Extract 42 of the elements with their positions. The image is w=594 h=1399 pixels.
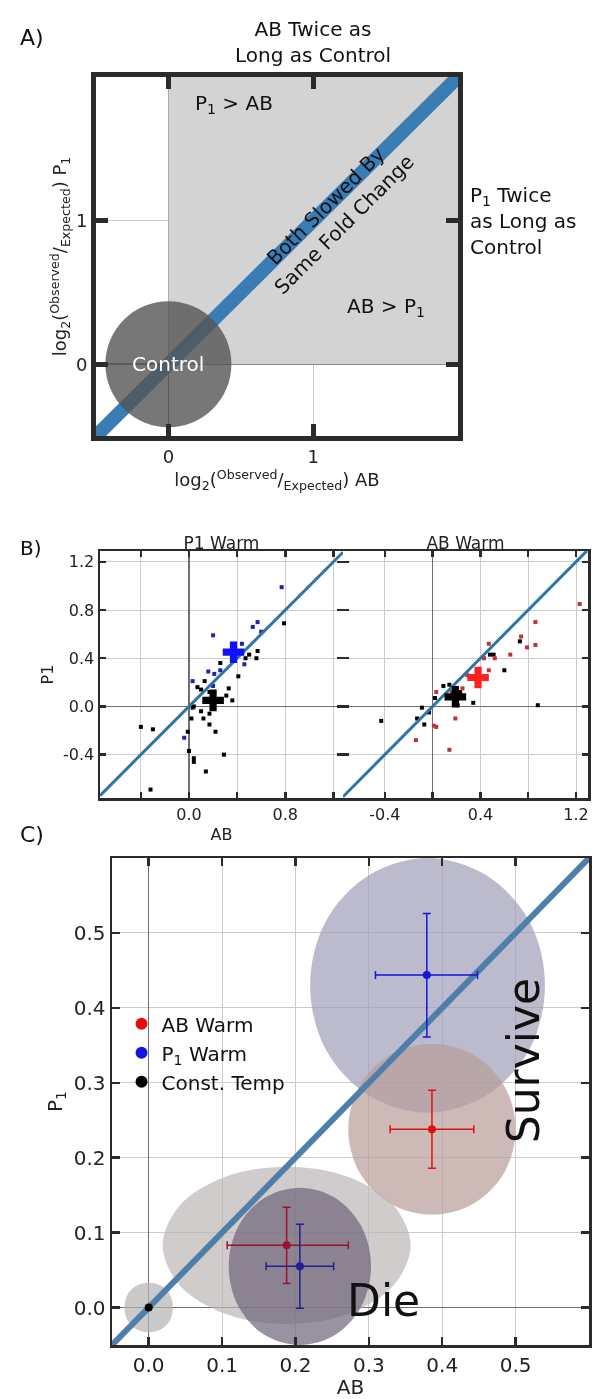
x-tick-label: 0.0	[176, 804, 202, 824]
text: P$_{1}$ Twice as Long as Control	[470, 183, 577, 259]
text: B)	[20, 536, 42, 560]
y-tick-label: 0.8	[68, 600, 95, 620]
x-tick-label: 1.2	[563, 804, 589, 824]
y-tick-label: -0.4	[63, 745, 95, 765]
chart-title: AB Warm	[426, 533, 505, 553]
x-tick-label: 0.8	[272, 804, 298, 824]
x-tick-label: -0.4	[369, 804, 401, 824]
annotation: AB > P$_{1}$	[347, 294, 425, 321]
x-tick-label: 0.4	[426, 1352, 459, 1377]
y-tick-label: 0.5	[73, 920, 106, 945]
annotation: P$_{1}$ > AB	[195, 91, 273, 118]
chart-title: P1 Warm	[183, 533, 260, 553]
annotation: Survive	[497, 977, 549, 1144]
y-tick-label: 0.4	[73, 995, 106, 1020]
x-tick-label: 0.5	[499, 1352, 532, 1377]
y-tick-label: 0.4	[68, 648, 95, 668]
x-axis-title: AB	[210, 824, 233, 844]
legend-label: AB Warm	[161, 1012, 254, 1037]
y-tick-label: 1.2	[68, 552, 95, 572]
y-tick-label: 0.0	[73, 1295, 106, 1320]
y-tick-label: 0.0	[68, 697, 95, 717]
legend-label: P$_{1}$ Warm	[161, 1041, 247, 1068]
x-axis-title: AB	[336, 1375, 365, 1399]
x-tick-label: 0.3	[352, 1352, 385, 1377]
x-tick-label: 0.4	[467, 804, 494, 824]
y-tick-label: 0.3	[73, 1070, 106, 1095]
x-tick-label: 0.0	[132, 1352, 165, 1377]
y-axis-title: P1	[37, 664, 57, 685]
x-tick-label: 0.1	[206, 1352, 238, 1377]
y-tick-label: 0.2	[73, 1145, 106, 1170]
legend-label: Const. Temp	[161, 1070, 285, 1095]
text: C)	[20, 822, 44, 847]
text: AB Twice as Long as Control	[235, 17, 392, 67]
text: A)	[20, 25, 44, 50]
y-tick-label: 0	[75, 353, 88, 375]
x-axis-title: log$_{2}$($^{Observed}$/$_{Expected}$) AB	[174, 466, 380, 493]
x-tick-label: 0.2	[279, 1352, 312, 1377]
annotation: Control	[132, 352, 205, 376]
y-tick-label: 0.1	[73, 1220, 106, 1245]
y-tick-label: 1	[75, 209, 88, 231]
